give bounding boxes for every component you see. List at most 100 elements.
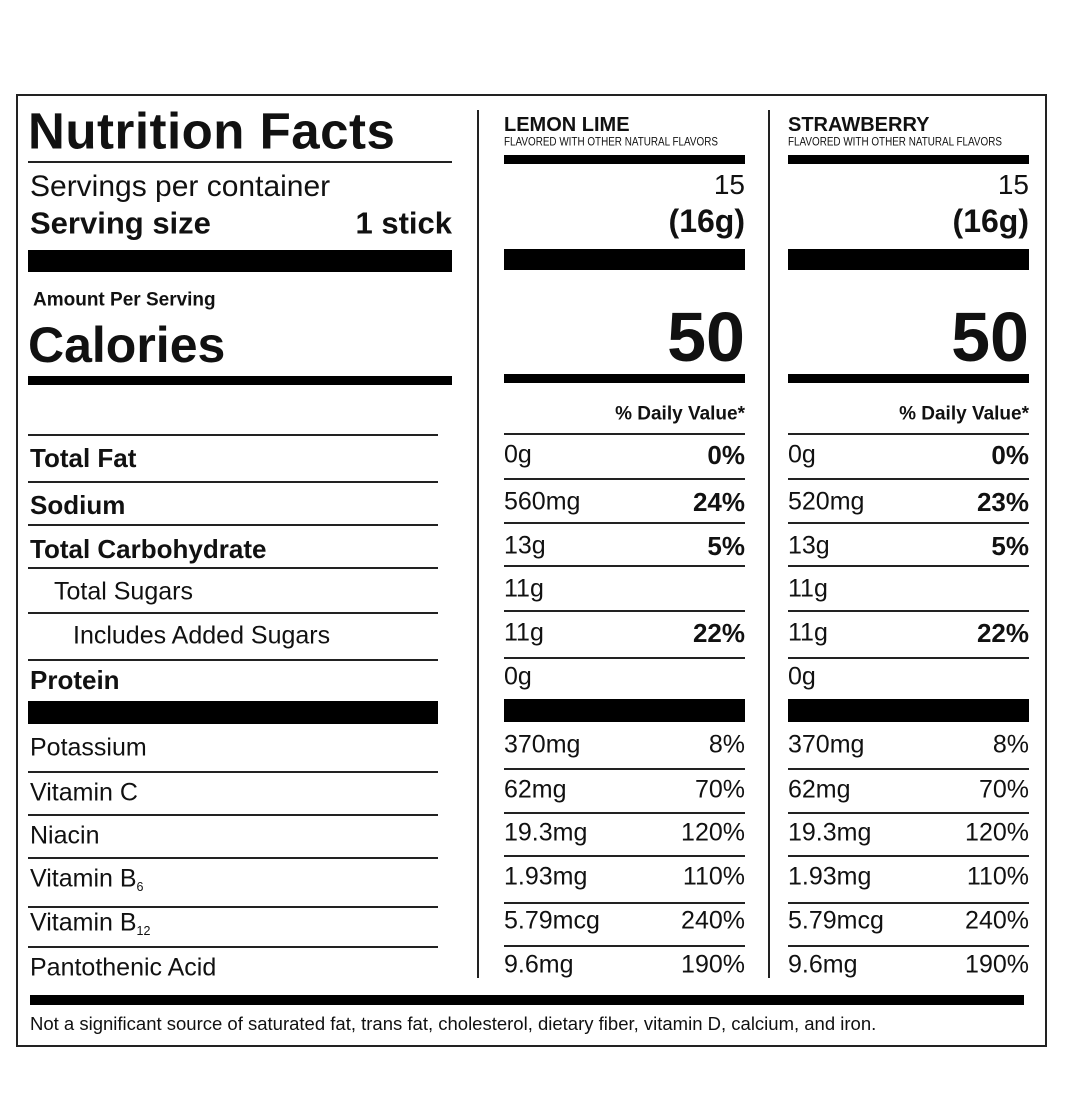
rule-line — [28, 161, 452, 163]
nutrient-amount: 62mg — [788, 775, 851, 804]
rule-bar — [788, 249, 1029, 270]
daily-value: 5% — [991, 531, 1029, 561]
flavor-name: LEMON LIME — [504, 114, 630, 136]
calories-label: Calories — [28, 317, 226, 373]
rule-line — [788, 478, 1029, 480]
rule-line — [504, 902, 745, 904]
daily-value: 120% — [965, 818, 1029, 847]
rule-line — [788, 812, 1029, 814]
daily-value: 240% — [965, 906, 1029, 935]
rule-bar — [504, 249, 745, 270]
rule-line — [28, 771, 438, 773]
nutrient-amount: 11g — [504, 618, 544, 647]
rule-line — [28, 659, 438, 661]
nutrient-amount: 0g — [504, 662, 532, 691]
rule-bar — [788, 155, 1029, 164]
flavor-subtitle: FLAVORED WITH OTHER NATURAL FLAVORS — [504, 136, 718, 149]
nutrient-label-text: Vitamin B — [30, 908, 137, 937]
rule-line — [504, 812, 745, 814]
daily-value-header: % Daily Value* — [899, 403, 1029, 425]
rule-line — [788, 522, 1029, 524]
nutrient-amount: 13g — [504, 531, 546, 560]
daily-value-header: % Daily Value* — [615, 403, 745, 425]
nutrient-subscript: 6 — [136, 879, 144, 894]
rule-line — [504, 657, 745, 659]
rule-line — [28, 434, 438, 436]
daily-value: 22% — [692, 618, 745, 648]
daily-value: 8% — [708, 730, 745, 759]
rule-line — [504, 945, 745, 947]
rule-line — [28, 857, 438, 859]
nutrient-amount: 0g — [788, 440, 816, 469]
serving-size-grams: (16g) — [668, 203, 745, 239]
daily-value: 24% — [692, 487, 745, 517]
rule-bar — [28, 250, 452, 272]
rule-bar — [504, 155, 745, 164]
nutrient-label: Vitamin B12 — [30, 908, 150, 938]
nutrition-label — [16, 94, 1047, 1047]
nutrient-amount: 9.6mg — [504, 950, 574, 979]
nutrient-amount: 0g — [788, 662, 816, 691]
nutrient-amount: 0g — [504, 440, 532, 469]
nutrient-amount: 560mg — [504, 487, 581, 516]
rule-bar — [788, 699, 1029, 722]
serving-size-label: Serving size — [30, 205, 211, 241]
nutrient-amount: 520mg — [788, 487, 865, 516]
rule-line — [504, 768, 745, 770]
rule-line — [788, 768, 1029, 770]
rule-line — [788, 657, 1029, 659]
servings-count: 15 — [713, 169, 745, 200]
rule-bar — [28, 376, 452, 385]
nutrient-amount: 1.93mg — [504, 862, 588, 891]
nutrient-label: Pantothenic Acid — [30, 953, 217, 982]
rule-bar — [788, 374, 1029, 383]
daily-value: 190% — [965, 950, 1029, 979]
flavor-name: STRAWBERRY — [788, 114, 930, 136]
daily-value: 0% — [991, 440, 1029, 470]
nutrient-amount: 19.3mg — [504, 818, 588, 847]
daily-value: 110% — [682, 862, 745, 891]
rule-bar — [504, 374, 745, 383]
nutrient-label: Niacin — [30, 821, 100, 850]
daily-value: 110% — [966, 862, 1029, 891]
label-title: Nutrition Facts — [28, 102, 396, 160]
nutrient-label: Total Carbohydrate — [30, 534, 267, 564]
nutrient-label: Protein — [30, 665, 120, 695]
nutrient-amount: 9.6mg — [788, 950, 858, 979]
rule-line — [788, 855, 1029, 857]
serving-size-grams: (16g) — [952, 203, 1029, 239]
rule-line — [504, 433, 745, 435]
nutrient-amount: 11g — [788, 574, 828, 603]
calories-value: 50 — [667, 298, 745, 376]
rule-bar — [504, 699, 745, 722]
rule-line — [28, 814, 438, 816]
daily-value: 5% — [707, 531, 745, 561]
nutrient-label: Total Sugars — [54, 577, 193, 606]
footnote: Not a significant source of saturated fa… — [30, 1012, 877, 1034]
nutrient-amount: 1.93mg — [788, 862, 872, 891]
daily-value: 8% — [992, 730, 1029, 759]
rule-line — [504, 522, 745, 524]
rule-bar — [30, 995, 1024, 1005]
nutrient-label: Includes Added Sugars — [73, 621, 331, 650]
nutrient-label: Total Fat — [30, 443, 137, 473]
daily-value: 120% — [681, 818, 745, 847]
rule-line — [28, 567, 438, 569]
nutrient-amount: 370mg — [504, 730, 581, 759]
daily-value: 240% — [681, 906, 745, 935]
daily-value: 23% — [976, 487, 1029, 517]
servings-label: Servings per container — [30, 170, 331, 203]
nutrient-amount: 5.79mcg — [788, 906, 884, 935]
rule-line — [28, 481, 438, 483]
rule-line — [788, 610, 1029, 612]
rule-line — [504, 610, 745, 612]
servings-count: 15 — [997, 169, 1029, 200]
rule-line — [788, 565, 1029, 567]
rule-line — [504, 565, 745, 567]
rule-line — [28, 612, 438, 614]
calories-value: 50 — [951, 298, 1029, 376]
nutrient-amount: 13g — [788, 531, 830, 560]
nutrient-amount: 5.79mcg — [504, 906, 600, 935]
nutrient-label: Vitamin C — [30, 778, 138, 807]
